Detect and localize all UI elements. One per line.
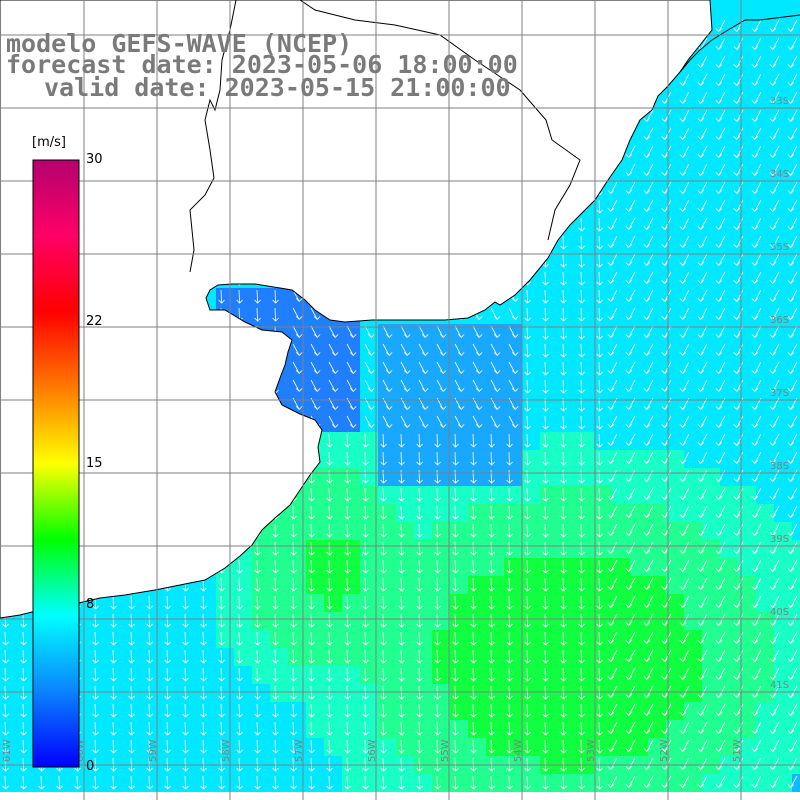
lon-label: 52W (659, 739, 670, 762)
colorbar-tick-label: 22 (86, 313, 103, 329)
model-title: modelo GEFS-WAVE (NCEP) (6, 29, 353, 58)
lon-label: 53W (586, 739, 597, 762)
lon-label: 51W (732, 739, 743, 762)
lat-label: 34S (770, 169, 789, 180)
lat-label: 33S (770, 96, 789, 107)
lon-label: 61W (2, 739, 13, 762)
colorbar-tick-label: 30 (86, 152, 103, 167)
colorbar-tick-label: 8 (86, 597, 95, 613)
lon-label: 54W (513, 739, 524, 762)
lat-label: 41S (770, 680, 789, 691)
graticule-labels: 61W 60W 59W 58W 57W 56W 55W 54W 53W 52W 51W 33S 34S 3… (2, 96, 789, 762)
lon-label: 56W (367, 739, 378, 762)
lon-label: 60W (75, 739, 86, 762)
lat-label: 37S (770, 388, 789, 399)
lon-label: 59W (148, 739, 159, 762)
lat-label: 40S (770, 607, 789, 618)
lat-label: 35S (770, 242, 789, 253)
valid-date: valid date: 2023-05-15 21:00:00 (44, 73, 511, 102)
colorbar-tick-label: 0 (86, 759, 95, 774)
lat-label: 39S (770, 534, 789, 545)
forecast-date: forecast date: 2023-05-06 18:00:00 (6, 50, 518, 79)
lat-label: 38S (770, 461, 789, 472)
land-mass (0, 0, 713, 619)
colorbar (32, 159, 80, 768)
lon-label: 55W (440, 739, 451, 762)
lon-label: 57W (294, 739, 305, 762)
colorbar-unit: [m/s] (32, 135, 66, 150)
lat-label: 36S (770, 315, 789, 326)
colorbar-tick-label: 15 (86, 455, 103, 471)
lon-label: 58W (221, 739, 232, 762)
